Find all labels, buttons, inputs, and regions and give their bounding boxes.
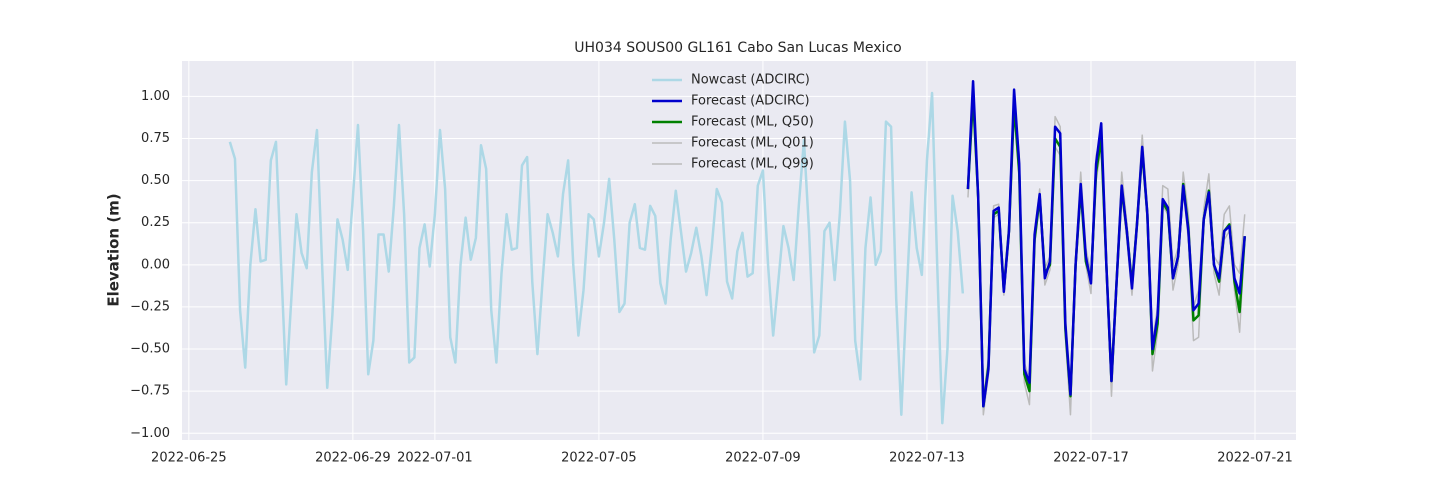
y-tick-label: 1.00 [141, 89, 170, 104]
legend-label: Nowcast (ADCIRC) [691, 73, 810, 88]
y-tick-label: −0.50 [130, 342, 170, 357]
x-tick-label: 2022-07-13 [889, 451, 965, 466]
x-tick-label: 2022-06-25 [151, 451, 227, 466]
y-tick-label: −0.25 [130, 299, 170, 314]
series-line [228, 91, 965, 425]
y-axis-label: Elevation (m) [105, 193, 123, 306]
chart-title: UH034 SOUS00 GL161 Cabo San Lucas Mexico [574, 40, 901, 56]
legend-label: Forecast (ML, Q01) [691, 136, 814, 151]
y-tick-label: −0.75 [130, 384, 170, 399]
x-tick-label: 2022-07-01 [397, 451, 473, 466]
legend-label: Forecast (ML, Q99) [691, 157, 814, 172]
legend-label: Forecast (ADCIRC) [691, 94, 810, 109]
x-tick-label: 2022-07-21 [1217, 451, 1293, 466]
y-tick-label: 0.75 [141, 131, 170, 146]
x-tick-label: 2022-06-29 [315, 451, 391, 466]
x-tick-label: 2022-07-05 [561, 451, 637, 466]
legend-label: Forecast (ML, Q50) [691, 115, 814, 130]
y-tick-label: 0.50 [141, 173, 170, 188]
y-tick-label: 0.25 [141, 215, 170, 230]
y-tick-label: 0.00 [141, 257, 170, 272]
series-line [966, 79, 1246, 408]
x-tick-label: 2022-07-09 [725, 451, 801, 466]
y-tick-label: −1.00 [130, 426, 170, 441]
x-tick-label: 2022-07-17 [1053, 451, 1129, 466]
